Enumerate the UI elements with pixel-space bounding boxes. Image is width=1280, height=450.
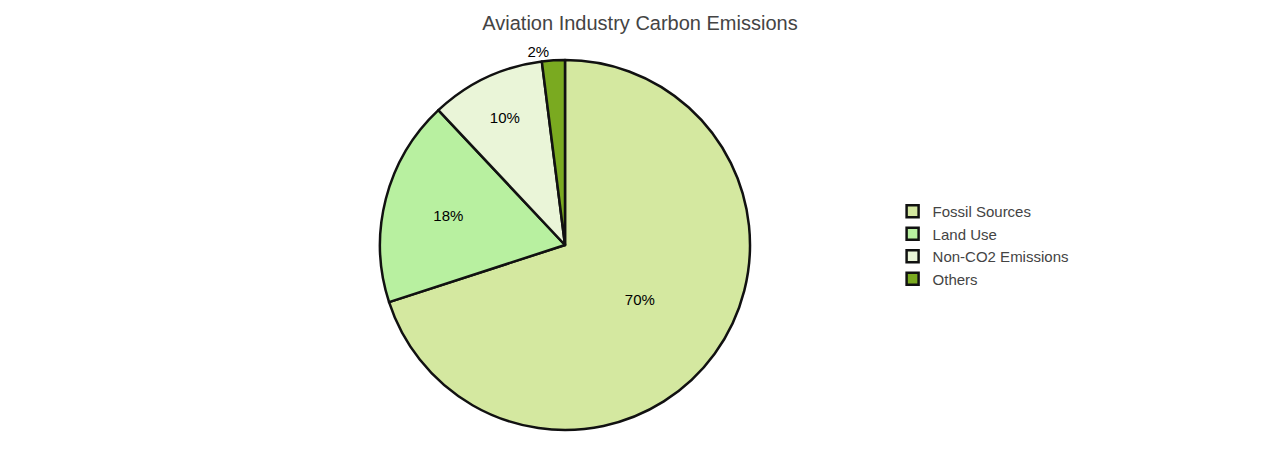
svg-text:Others: Others: [933, 271, 978, 288]
svg-text:Non-CO2 Emissions: Non-CO2 Emissions: [933, 248, 1069, 265]
svg-text:18%: 18%: [433, 207, 463, 224]
svg-text:70%: 70%: [625, 291, 655, 308]
svg-text:2%: 2%: [527, 43, 549, 60]
svg-text:Aviation Industry Carbon Emiss: Aviation Industry Carbon Emissions: [482, 12, 797, 34]
svg-text:Land Use: Land Use: [933, 226, 997, 243]
svg-text:Fossil Sources: Fossil Sources: [933, 203, 1031, 220]
svg-text:10%: 10%: [490, 109, 520, 126]
